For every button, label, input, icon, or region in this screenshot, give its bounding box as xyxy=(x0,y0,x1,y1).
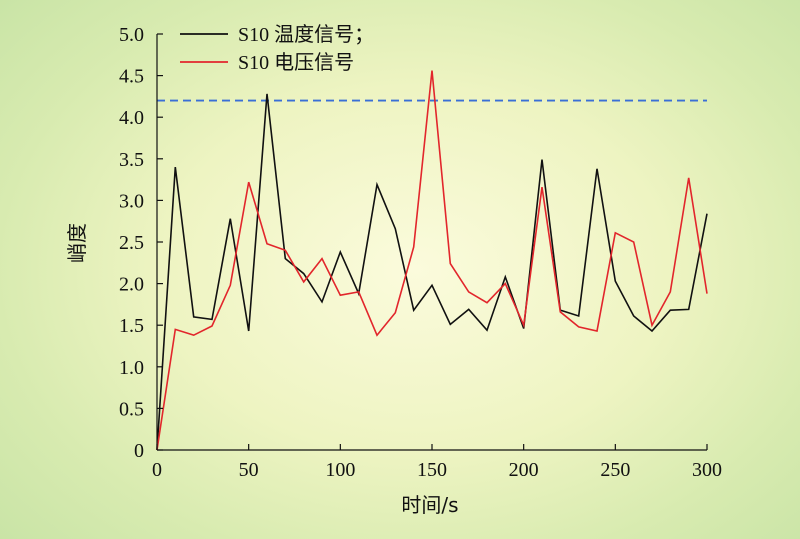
y-axis-title: 峭度 xyxy=(65,223,89,263)
x-tick-label: 100 xyxy=(325,459,355,481)
series-line-1 xyxy=(156,93,708,451)
legend-label-1: S10 温度信号； xyxy=(238,23,374,46)
x-tick-label: 150 xyxy=(417,459,447,481)
y-tick-label: 1.0 xyxy=(119,357,144,379)
x-tick-label: 250 xyxy=(600,459,630,481)
y-tick-label: 2.5 xyxy=(119,232,144,254)
y-tick-label: 2.0 xyxy=(119,274,144,296)
legend-label-2: S10 电压信号 xyxy=(238,51,354,74)
y-tick-label: 4.0 xyxy=(119,107,144,129)
y-tick-label: 4.5 xyxy=(119,66,144,88)
x-tick-label: 200 xyxy=(509,459,539,481)
x-tick-label: 300 xyxy=(692,459,722,481)
y-tick-label: 3.0 xyxy=(119,190,144,212)
y-tick-label: 5.0 xyxy=(119,24,144,46)
y-tick-label: 1.5 xyxy=(119,315,144,337)
x-axis-title: 时间/s xyxy=(401,493,458,517)
y-tick-label: 0.5 xyxy=(119,398,144,420)
y-tick-label: 3.5 xyxy=(119,149,144,171)
series-line-2 xyxy=(156,70,708,451)
y-tick-label: 0 xyxy=(134,440,144,462)
x-tick-label: 0 xyxy=(152,459,162,481)
x-tick-label: 50 xyxy=(239,459,259,481)
